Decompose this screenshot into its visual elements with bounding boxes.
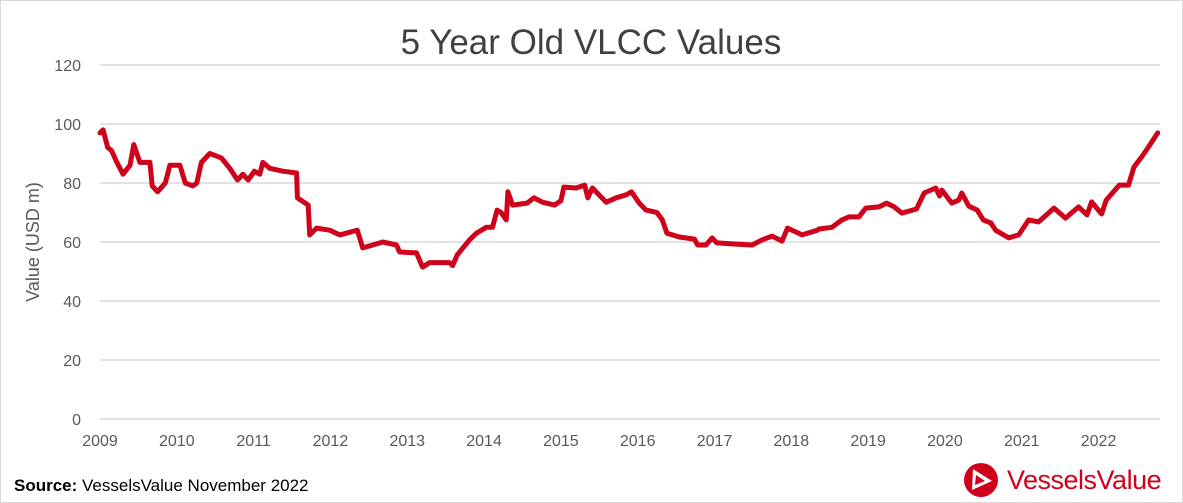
x-tick-label: 2022 — [1081, 433, 1117, 450]
x-tick-label: 2020 — [927, 433, 963, 450]
y-tick-label: 0 — [72, 412, 81, 429]
y-axis-label: Value (USD m) — [23, 182, 43, 302]
x-tick-label: 2010 — [159, 433, 195, 450]
x-tick-label: 2019 — [850, 433, 886, 450]
x-tick-label: 2014 — [466, 433, 502, 450]
x-tick-label: 2021 — [1004, 433, 1040, 450]
x-tick-label: 2009 — [82, 433, 118, 450]
series-line — [97, 127, 1161, 270]
x-tick-label: 2018 — [774, 433, 810, 450]
source-note: Source: VesselsValue November 2022 — [14, 476, 309, 496]
source-text: VesselsValue November 2022 — [77, 476, 309, 495]
x-tick-label: 2015 — [543, 433, 579, 450]
source-label: Source: — [14, 476, 78, 495]
vesselsvalue-logo: VesselsValue — [963, 462, 1162, 498]
x-tick-label: 2012 — [313, 433, 349, 450]
x-tick-label: 2013 — [389, 433, 425, 450]
y-tick-label: 120 — [54, 58, 81, 75]
y-tick-label: 100 — [54, 117, 81, 134]
x-tick-label: 2017 — [697, 433, 733, 450]
logo-mark-icon — [964, 463, 998, 497]
y-tick-label: 20 — [63, 353, 81, 370]
y-tick-label: 40 — [63, 294, 81, 311]
y-tick-label: 80 — [63, 176, 81, 193]
x-tick-label: 2016 — [620, 433, 656, 450]
x-tick-label: 2011 — [236, 433, 271, 450]
logo-text: VesselsValue — [1007, 464, 1162, 495]
chart-title: 5 Year Old VLCC Values — [401, 23, 782, 62]
y-tick-label: 60 — [63, 235, 81, 252]
